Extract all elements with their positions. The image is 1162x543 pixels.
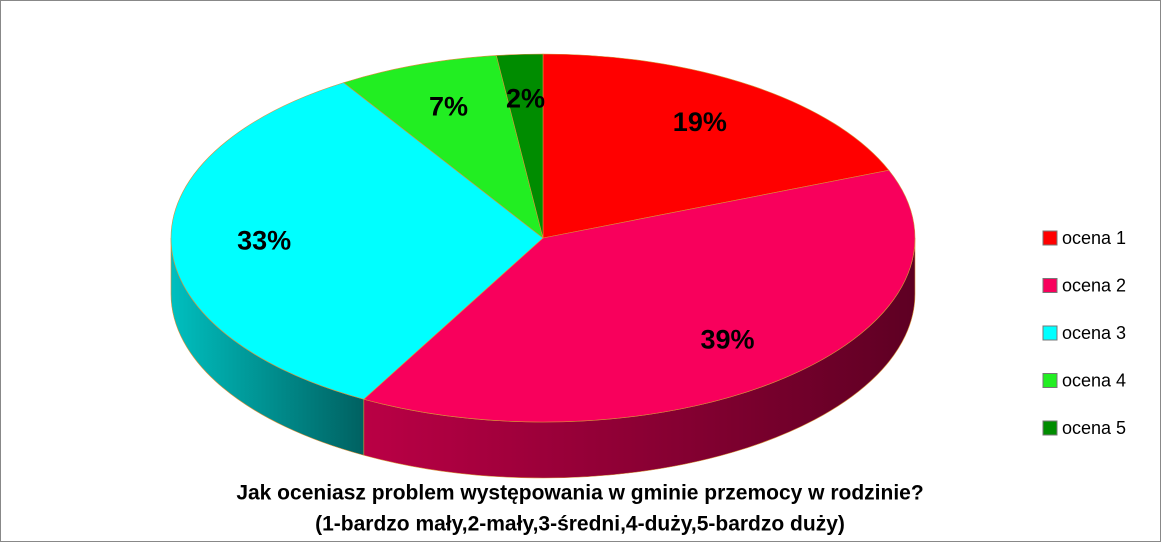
slice: [495, 53, 544, 239]
slice: [343, 55, 544, 239]
slice: [363, 169, 916, 423]
slice: [170, 82, 544, 400]
data-label: 19%: [673, 107, 727, 137]
chart-subtitle: (1-bardzo mały,2-mały,3-średni,4-duży,5-…: [315, 513, 845, 536]
legend-swatch: [1042, 373, 1058, 388]
data-label: 7%: [429, 91, 468, 121]
data-label: 33%: [237, 225, 291, 255]
legend-label: ocena 5: [1062, 418, 1126, 438]
pie: [170, 53, 916, 479]
legend-swatch: [1042, 278, 1058, 293]
legend-swatch: [1042, 230, 1058, 246]
legend-swatch: [1042, 325, 1058, 341]
legend-label: ocena 2: [1062, 275, 1126, 295]
legend-label: ocena 4: [1062, 370, 1126, 390]
data-label: 39%: [700, 325, 754, 355]
legend-swatch: [1042, 420, 1058, 436]
slice: [542, 53, 890, 239]
data-label: 2%: [506, 83, 545, 113]
chart-title: Jak oceniasz problem występowania w gmin…: [236, 482, 923, 505]
legend-label: ocena 3: [1062, 323, 1126, 343]
legend-label: ocena 1: [1062, 228, 1126, 248]
